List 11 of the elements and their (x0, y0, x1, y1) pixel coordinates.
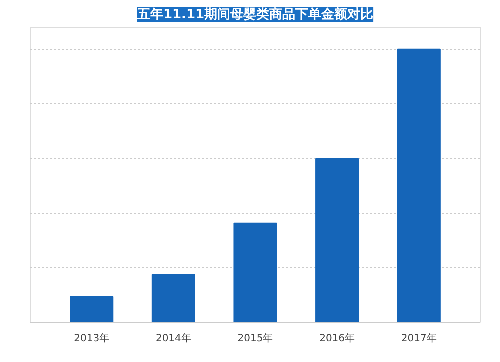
bar (397, 48, 441, 322)
x-tick-label: 2015年 (238, 332, 274, 344)
bar (316, 158, 360, 322)
bar (70, 296, 114, 322)
x-tick-label: 2016年 (320, 332, 356, 344)
x-tick-label: 2017年 (401, 332, 437, 344)
chart-title: 五年11.11期间母婴类商品下单金额对比 (136, 6, 374, 22)
bar (234, 222, 278, 322)
x-tick-label: 2014年 (156, 332, 192, 344)
bar (152, 274, 196, 322)
x-tick-label: 2013年 (74, 332, 110, 344)
